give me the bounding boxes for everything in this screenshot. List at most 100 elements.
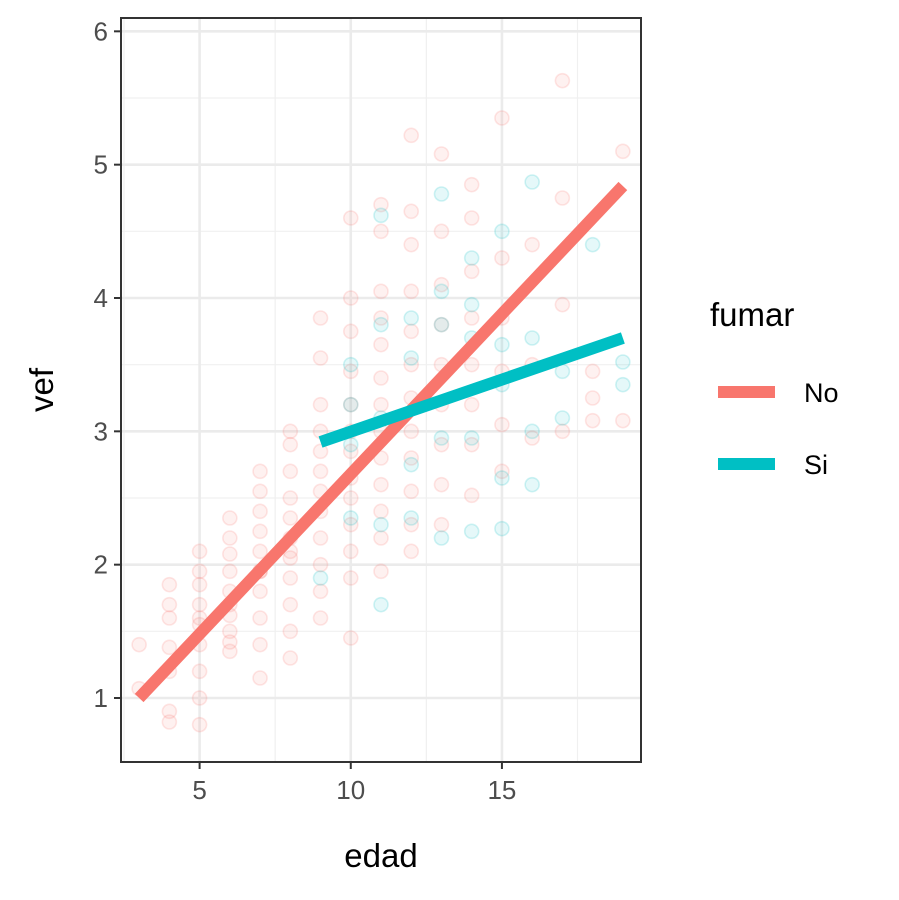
data-point-no (524, 430, 540, 446)
data-point-no (252, 583, 268, 600)
data-point-no (282, 436, 299, 453)
data-point-si (312, 570, 329, 586)
data-point-no (615, 143, 631, 160)
y-tick-label: 5 (94, 150, 108, 180)
data-point-no (463, 356, 480, 373)
data-point-si (433, 283, 450, 300)
data-point-no (403, 356, 420, 373)
data-point-si (342, 436, 359, 453)
axis-ticks: 5 10 15 1 2 3 4 5 6 (94, 16, 517, 805)
data-point-si (615, 354, 631, 370)
data-point-no (524, 236, 540, 253)
data-point-si (342, 510, 359, 526)
data-point-no (161, 714, 178, 730)
data-point-no (312, 530, 329, 546)
data-point-no (494, 110, 510, 126)
data-point-no (554, 190, 571, 206)
data-point-no (191, 690, 208, 706)
data-point-no (403, 543, 420, 560)
data-point-no (282, 623, 299, 640)
data-point-no (342, 323, 359, 340)
data-point-no (252, 523, 268, 540)
data-point-si (403, 350, 420, 366)
data-point-no (282, 596, 299, 613)
data-point-si (584, 236, 601, 253)
data-point-no (433, 316, 450, 333)
data-point-no (554, 296, 571, 313)
data-point-no (222, 623, 238, 640)
x-tick-label: 10 (336, 775, 365, 805)
data-point-no (342, 363, 359, 380)
data-point-no (403, 516, 420, 533)
data-point-no (463, 487, 480, 504)
data-point-no (222, 510, 238, 526)
data-point-si (403, 456, 420, 473)
data-point-no (161, 576, 178, 593)
data-point-no (463, 436, 480, 453)
data-point-no (312, 610, 329, 626)
data-point-no (191, 716, 208, 733)
data-point-no (554, 423, 571, 440)
data-point-no (403, 423, 420, 440)
data-point-no (342, 210, 359, 226)
data-point-si (433, 316, 450, 333)
data-point-no (312, 350, 329, 366)
data-point-no (403, 127, 420, 144)
data-point-si (373, 596, 389, 613)
data-point-no (282, 463, 299, 480)
data-point-no (161, 610, 178, 626)
data-point-no (222, 546, 238, 562)
data-point-no (191, 576, 208, 593)
data-point-no (222, 563, 238, 580)
data-point-si (524, 174, 540, 190)
trend-line-no (134, 181, 628, 703)
data-point-no (282, 650, 299, 666)
data-point-no (252, 463, 268, 480)
data-point-no (222, 634, 238, 650)
y-tick-label: 6 (94, 16, 108, 46)
y-tick-label: 1 (94, 683, 108, 713)
data-point-si (342, 396, 359, 413)
trend-lines (134, 181, 628, 703)
data-point-no (191, 543, 208, 560)
data-point-no (463, 396, 480, 413)
x-tick-label: 15 (487, 775, 516, 805)
data-point-no (312, 556, 329, 573)
plot-border (120, 17, 642, 763)
data-point-no (191, 663, 208, 680)
data-point-si (463, 296, 480, 313)
data-point-si (403, 310, 420, 326)
data-point-no (252, 483, 268, 500)
y-axis-title: vef (23, 367, 60, 412)
data-point-si (403, 510, 420, 526)
data-point-no (463, 176, 480, 193)
data-point-no (403, 450, 420, 466)
data-point-no (615, 412, 631, 429)
major-gridlines (121, 18, 641, 762)
data-point-no (342, 290, 359, 306)
data-point-si (494, 520, 510, 537)
data-point-si (615, 376, 631, 393)
data-point-no (282, 550, 299, 566)
data-point-si (373, 207, 389, 224)
data-point-no (373, 336, 389, 353)
data-point-no (161, 639, 178, 656)
trend-line-si (318, 332, 625, 448)
data-point-si (433, 530, 450, 546)
data-point-no (494, 463, 510, 480)
data-point-no (373, 223, 389, 240)
data-point-no (131, 636, 147, 653)
data-point-no (463, 310, 480, 326)
data-point-no (584, 412, 601, 429)
data-point-no (252, 636, 268, 653)
data-point-no (403, 283, 420, 300)
data-point-si (433, 430, 450, 446)
data-point-no (403, 203, 420, 220)
data-point-no (342, 396, 359, 413)
data-point-si (373, 516, 389, 533)
data-point-no (252, 543, 268, 560)
data-point-si (463, 250, 480, 266)
data-point-no (342, 490, 359, 506)
data-point-si (494, 223, 510, 240)
data-point-no (252, 610, 268, 626)
